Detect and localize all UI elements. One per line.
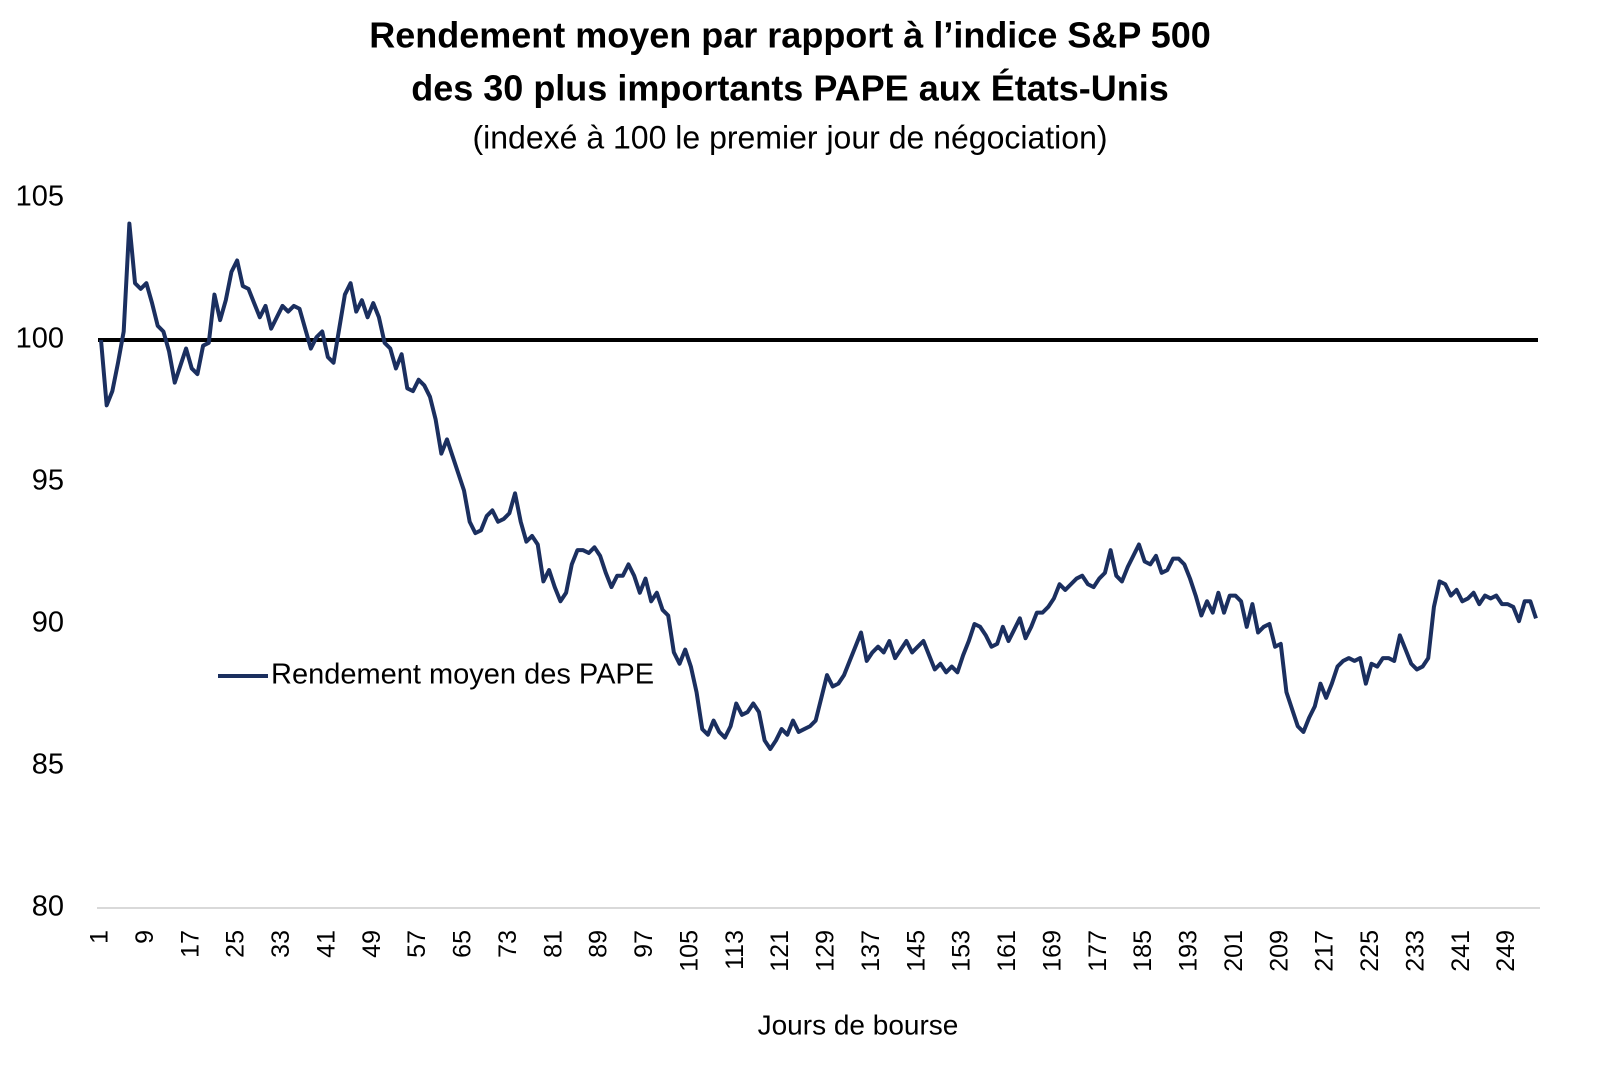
x-tick-label: 209 — [1265, 930, 1293, 972]
y-tick-label: 90 — [32, 607, 64, 639]
chart-title: Rendement moyen par rapport à l’indice S… — [369, 15, 1211, 56]
x-tick-label: 193 — [1175, 930, 1203, 972]
x-tick-label: 9 — [131, 930, 159, 944]
chart-subtitle: (indexé à 100 le premier jour de négocia… — [472, 119, 1107, 155]
y-tick-label: 105 — [16, 181, 64, 213]
x-tick-label: 17 — [176, 930, 204, 958]
x-tick-label: 185 — [1129, 930, 1157, 972]
x-tick-label: 89 — [585, 930, 613, 958]
x-tick-label: 121 — [766, 930, 794, 972]
x-tick-label: 97 — [630, 930, 658, 958]
x-tick-label: 161 — [993, 930, 1021, 972]
x-axis-label: Jours de bourse — [758, 1009, 959, 1040]
y-tick-label: 80 — [32, 891, 64, 923]
y-tick-label: 85 — [32, 749, 64, 781]
x-tick-label: 105 — [675, 930, 703, 972]
x-tick-label: 177 — [1084, 930, 1112, 972]
x-tick-label: 65 — [449, 930, 477, 958]
y-tick-label: 95 — [32, 465, 64, 497]
x-tick-label: 73 — [494, 930, 522, 958]
x-tick-label: 217 — [1311, 930, 1339, 972]
x-tick-label: 81 — [539, 930, 567, 958]
x-tick-label: 113 — [721, 930, 749, 970]
x-tick-label: 201 — [1220, 930, 1248, 972]
x-tick-label: 241 — [1447, 930, 1475, 972]
x-tick-label: 137 — [857, 930, 885, 972]
x-tick-label: 129 — [812, 930, 840, 972]
x-tick-label: 33 — [267, 930, 295, 958]
y-tick-label: 100 — [16, 323, 64, 355]
x-tick-label: 169 — [1038, 930, 1066, 972]
x-tick-label: 49 — [358, 930, 386, 958]
data-line — [99, 221, 1538, 751]
x-tick-label: 25 — [222, 930, 250, 958]
x-tick-label: 145 — [902, 930, 930, 972]
x-tick-label: 153 — [948, 930, 976, 972]
legend-label: Rendement moyen des PAPE — [271, 659, 654, 691]
x-tick-label: 233 — [1401, 930, 1429, 972]
chart-title: des 30 plus importants PAPE aux États-Un… — [411, 68, 1169, 109]
x-tick-label: 57 — [403, 930, 431, 958]
x-tick-label: 1 — [86, 930, 114, 944]
x-tick-label: 41 — [312, 930, 340, 958]
x-tick-label: 225 — [1356, 930, 1384, 972]
x-tick-label: 249 — [1492, 930, 1520, 972]
